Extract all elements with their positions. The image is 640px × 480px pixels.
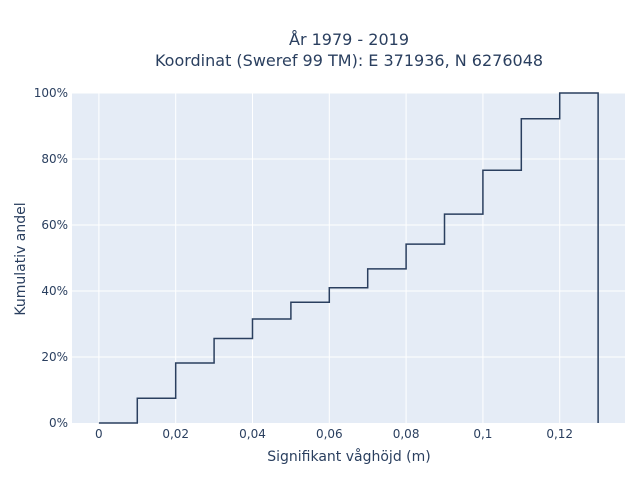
plot-area — [72, 93, 625, 423]
x-tick-label: 0,02 — [162, 427, 189, 441]
y-axis-label: Kumulativ andel — [13, 202, 29, 315]
chart-title-line-2: Koordinat (Sweref 99 TM): E 371936, N 62… — [155, 51, 543, 70]
chart-title-line-1: År 1979 - 2019 — [289, 30, 409, 49]
cumulative-step-line — [98, 92, 599, 424]
x-tick-label: 0,08 — [393, 427, 420, 441]
x-axis-ticks: 0 0,02 0,04 0,06 0,08 0,1 0,12 — [95, 427, 573, 441]
y-tick-label: 100% — [34, 86, 68, 100]
y-tick-label: 0% — [49, 416, 68, 430]
y-tick-label: 60% — [41, 218, 68, 232]
x-tick-label: 0,06 — [316, 427, 343, 441]
y-tick-label: 20% — [41, 350, 68, 364]
x-tick-label: 0,04 — [239, 427, 266, 441]
x-tick-label: 0,12 — [546, 427, 573, 441]
x-tick-label: 0,1 — [473, 427, 492, 441]
x-axis-label: Signifikant våghöjd (m) — [267, 448, 430, 465]
y-tick-label: 80% — [41, 152, 68, 166]
y-tick-label: 40% — [41, 284, 68, 298]
series-layer — [98, 92, 599, 424]
x-tick-label: 0 — [95, 427, 103, 441]
y-axis-ticks: 0% 20% 40% 60% 80% 100% — [34, 86, 68, 430]
